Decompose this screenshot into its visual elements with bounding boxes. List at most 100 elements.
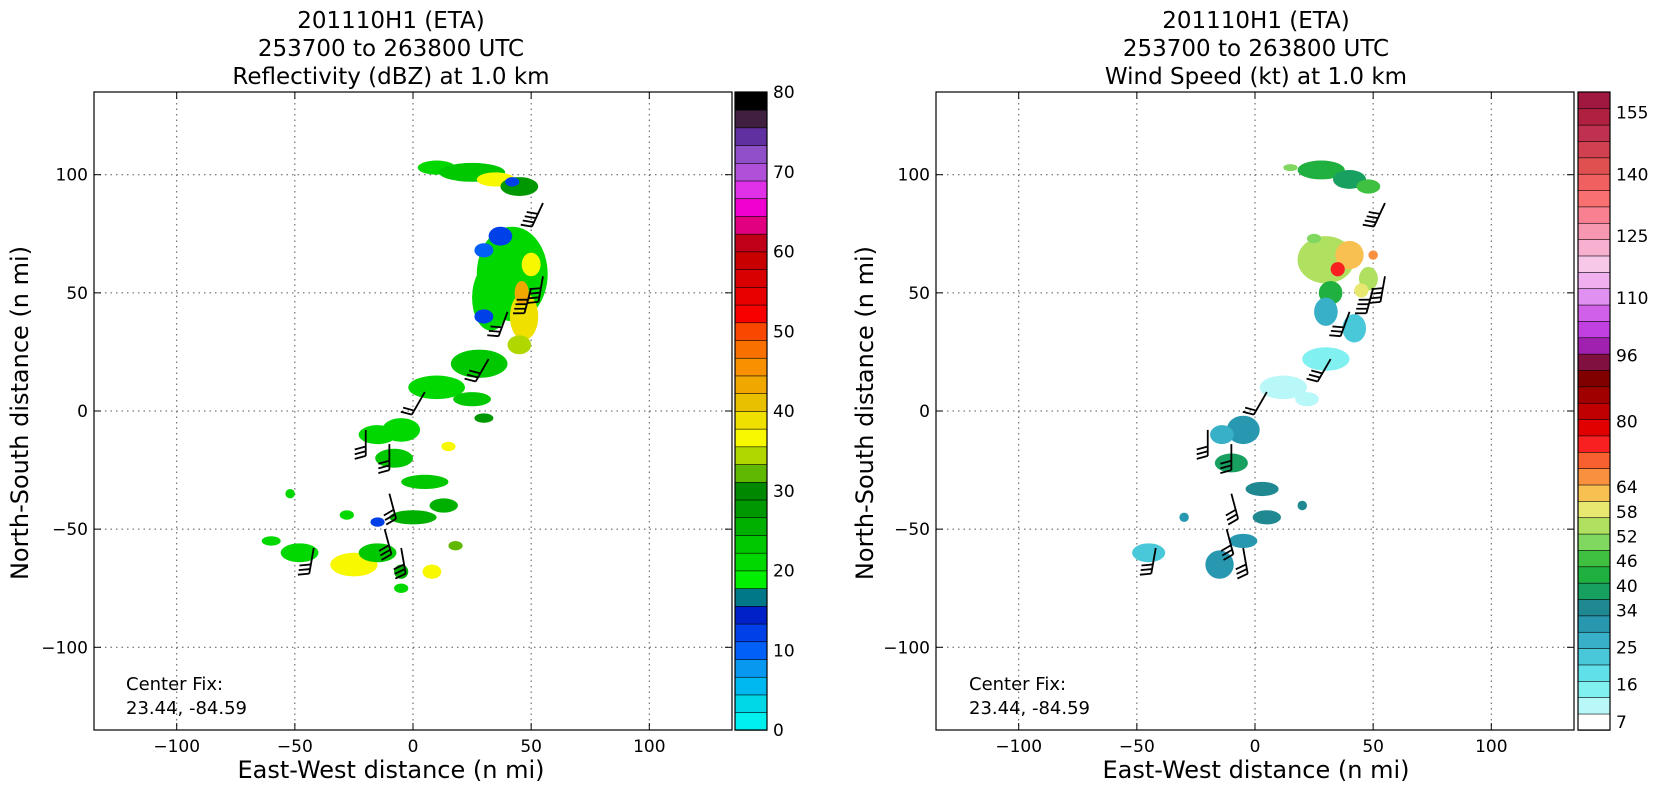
x-tick-label: −100 <box>995 737 1042 757</box>
reflectivity-center-fix-label: Center Fix: <box>126 674 223 695</box>
field-cell <box>394 583 409 593</box>
wind-speed-panel: 201110H1 (ETA) 253700 to 263800 UTC Wind… <box>851 8 1648 784</box>
reflectivity-field <box>261 160 548 593</box>
field-cell <box>1179 512 1189 523</box>
colorbar-swatch <box>1577 631 1611 649</box>
colorbar-swatch <box>734 304 768 324</box>
x-tick-label: 100 <box>633 737 665 757</box>
wind-speed-y-axis-label: North-South distance (n mi) <box>851 246 879 580</box>
colorbar-swatch <box>1577 124 1611 142</box>
colorbar-swatch <box>734 428 768 448</box>
colorbar-swatch <box>1577 140 1611 159</box>
reflectivity-x-ticks: −100 −50 0 50 100 <box>153 92 666 757</box>
colorbar-swatch <box>734 268 768 288</box>
field-cell <box>474 309 494 324</box>
colorbar-swatch <box>734 180 768 200</box>
y-tick-label: 100 <box>56 166 88 186</box>
colorbar-tick-label: 80 <box>1616 412 1638 432</box>
colorbar-swatch <box>734 711 768 731</box>
colorbar-swatch <box>734 162 768 182</box>
wind-barb <box>1242 391 1268 416</box>
field-cell <box>408 375 465 400</box>
wind-barb <box>464 358 490 383</box>
colorbar-swatch <box>734 499 768 519</box>
field-cell <box>1245 481 1279 497</box>
reflectivity-y-axis-label: North-South distance (n mi) <box>6 246 34 580</box>
colorbar-tick-label: 52 <box>1616 528 1638 548</box>
field-cell <box>1354 283 1369 298</box>
wind-barb <box>383 493 397 526</box>
field-cell <box>370 517 385 527</box>
y-tick-label: −50 <box>894 520 930 540</box>
wind-speed-y-ticks: −100 −50 0 50 100 <box>883 166 1574 658</box>
colorbar-swatch <box>734 410 768 430</box>
colorbar-swatch <box>734 215 768 235</box>
wind-barb <box>1329 311 1351 338</box>
colorbar-swatch <box>734 676 768 696</box>
colorbar-tick-label: 0 <box>773 721 784 741</box>
field-cell <box>1229 533 1258 549</box>
wind-speed-wind-barbs <box>1139 202 1386 580</box>
colorbar-swatch <box>1577 353 1611 371</box>
field-cell <box>1210 425 1234 445</box>
colorbar-swatch <box>734 357 768 377</box>
colorbar-swatch <box>1577 271 1611 290</box>
colorbar-tick-label: 96 <box>1616 346 1638 366</box>
colorbar-swatch <box>734 623 768 643</box>
wind-barb <box>400 391 426 416</box>
field-cell <box>1335 240 1364 270</box>
field-cell <box>280 543 319 563</box>
colorbar-tick-label: 60 <box>773 243 795 263</box>
colorbar-swatch <box>1577 320 1611 339</box>
colorbar-tick-label: 40 <box>773 402 795 422</box>
reflectivity-x-axis-label: East-West distance (n mi) <box>237 756 544 784</box>
colorbar-swatch <box>734 392 768 412</box>
x-tick-label: 0 <box>408 737 419 757</box>
reflectivity-wind-barbs <box>297 202 544 580</box>
field-cell <box>1205 550 1234 579</box>
colorbar-swatch <box>734 641 768 660</box>
field-cell <box>1297 160 1345 180</box>
field-cell <box>339 510 354 520</box>
field-cell <box>1306 233 1322 244</box>
wind-barb <box>1196 429 1209 460</box>
y-tick-label: −50 <box>52 520 88 540</box>
x-tick-label: 0 <box>1250 737 1261 757</box>
colorbar-swatch <box>734 481 768 501</box>
colorbar-swatch <box>1577 549 1611 568</box>
reflectivity-panel: 201110H1 (ETA) 253700 to 263800 UTC Refl… <box>6 8 795 784</box>
field-cell <box>375 448 413 468</box>
colorbar-tick-label: 25 <box>1616 639 1638 659</box>
x-tick-label: −50 <box>277 737 313 757</box>
field-cell <box>358 425 397 445</box>
colorbar-tick-label: 7 <box>1616 713 1627 733</box>
wind-barb <box>1362 202 1386 228</box>
wind-barb <box>378 528 393 561</box>
colorbar-swatch <box>734 446 768 465</box>
x-tick-label: 50 <box>520 737 542 757</box>
y-tick-label: −100 <box>41 638 88 658</box>
reflectivity-y-ticks: −100 −50 0 50 100 <box>41 166 732 658</box>
field-cell <box>507 335 532 355</box>
field-cell <box>429 498 458 513</box>
y-tick-label: 100 <box>898 166 930 186</box>
wind-speed-title-line-3: Wind Speed (kt) at 1.0 km <box>1105 64 1407 90</box>
colorbar-swatch <box>1577 680 1611 698</box>
colorbar-swatch <box>734 251 768 270</box>
wind-barb <box>1235 547 1249 580</box>
wind-speed-x-axis-label: East-West distance (n mi) <box>1102 756 1409 784</box>
wind-barb <box>297 547 315 576</box>
wind-speed-center-fix-value: 23.44, -84.59 <box>969 698 1090 719</box>
colorbar-swatch <box>734 552 768 572</box>
colorbar-swatch <box>1577 566 1611 584</box>
colorbar-swatch <box>734 658 768 678</box>
x-tick-label: 100 <box>1475 737 1507 757</box>
x-tick-label: −100 <box>153 737 200 757</box>
colorbar-tick-label: 110 <box>1616 289 1648 309</box>
wind-speed-field <box>1132 160 1381 579</box>
colorbar-tick-label: 40 <box>1616 577 1638 597</box>
colorbar-swatch <box>1577 664 1611 682</box>
colorbar-swatch <box>734 463 768 483</box>
colorbar-tick-label: 58 <box>1616 503 1638 523</box>
